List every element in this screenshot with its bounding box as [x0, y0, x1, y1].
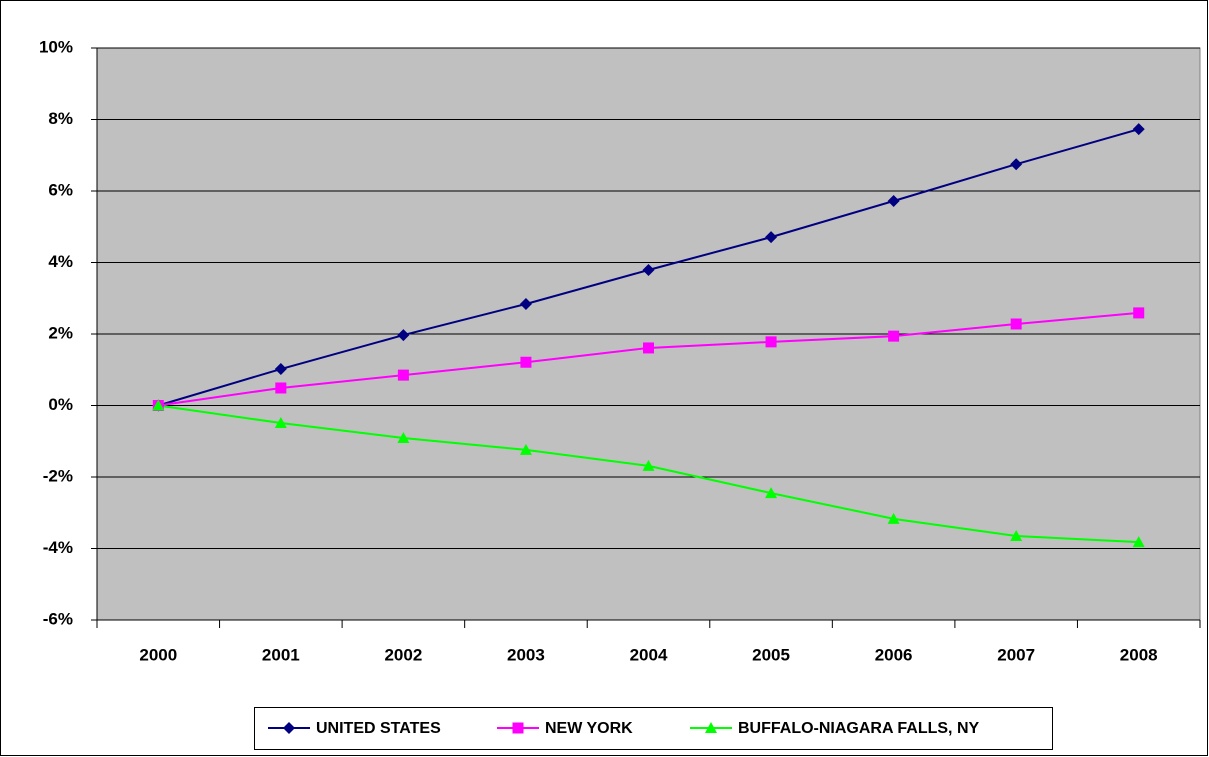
marker [274, 417, 287, 429]
legend-label: UNITED STATES [316, 720, 441, 737]
marker [888, 330, 900, 342]
x-tick-label: 2001 [262, 645, 300, 664]
y-tick-label: 6% [48, 180, 73, 199]
legend-label: NEW YORK [545, 720, 633, 737]
y-tick-label: 8% [48, 109, 73, 128]
marker [519, 443, 532, 455]
x-tick-label: 2003 [507, 645, 545, 664]
marker [1010, 318, 1022, 330]
marker [397, 369, 409, 381]
legend-entries: UNITED STATES NEW YORK BUFFALO-NIAGARA FAL… [268, 720, 980, 737]
marker [643, 342, 654, 354]
y-tick-label: 0% [48, 395, 73, 414]
y-tick-label: 10% [39, 37, 73, 56]
marker [642, 459, 655, 471]
marker [152, 399, 165, 411]
legend-marker [283, 722, 295, 734]
marker [1133, 307, 1145, 319]
legend-marker [512, 722, 524, 734]
marker [1010, 529, 1023, 541]
marker [765, 336, 777, 348]
x-tick-label: 2004 [630, 645, 668, 664]
x-tick-label: 2005 [752, 645, 790, 664]
x-tick-label: 2000 [139, 645, 177, 664]
marker [765, 487, 778, 499]
y-tick-label: 2% [48, 323, 73, 342]
x-tick-label: 2002 [384, 645, 422, 664]
y-tick-label: -6% [43, 609, 73, 628]
marker [1010, 158, 1023, 171]
marker [519, 297, 532, 310]
x-tick-label: 2006 [875, 645, 913, 664]
marker [765, 231, 778, 244]
marker [274, 363, 287, 376]
y-tick-label: -4% [43, 538, 73, 557]
x-tick-label: 2008 [1120, 645, 1158, 664]
marker [397, 329, 410, 342]
marker [887, 195, 900, 208]
marker [1132, 536, 1145, 548]
marker [887, 512, 900, 524]
legend-marker [705, 722, 717, 733]
legend [254, 707, 1053, 750]
marker [275, 382, 287, 394]
marker [397, 432, 410, 444]
x-tick-label: 2007 [997, 645, 1035, 664]
marker [1132, 123, 1145, 136]
marker [520, 356, 532, 368]
y-tick-label: -2% [43, 466, 73, 485]
legend-label: BUFFALO-NIAGARA FALLS, NY [738, 720, 980, 737]
marker [642, 264, 655, 277]
y-tick-label: 4% [48, 252, 73, 271]
